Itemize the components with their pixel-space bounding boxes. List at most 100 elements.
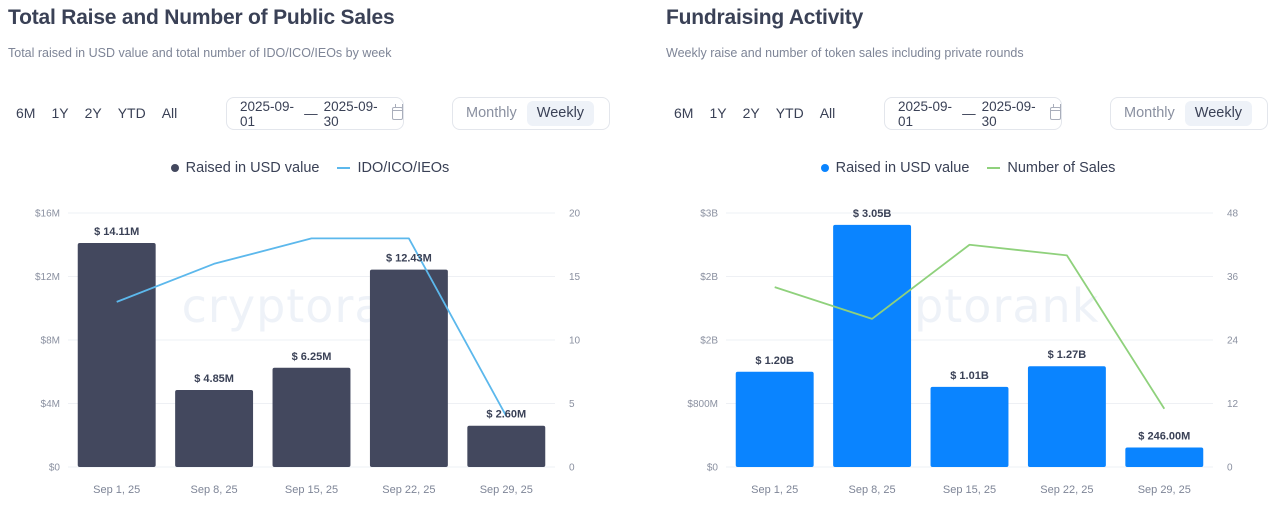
calendar-icon: [1049, 104, 1061, 120]
y-tick-right: 0: [1227, 463, 1233, 474]
date-range-picker[interactable]: 2025-09-01 — 2025-09-30: [226, 97, 404, 130]
range-all[interactable]: All: [819, 105, 836, 121]
x-tick-label: Sep 22, 25: [382, 484, 435, 496]
y-tick-right: 36: [1227, 272, 1239, 283]
bar: [272, 367, 351, 467]
chart-fundraising-activity: cryptorank$0 0$800M 12$2B 24$2B 36$3B 48$ 1.2…: [687, 208, 1239, 496]
date-separator: —: [304, 106, 318, 121]
bar: [175, 390, 254, 467]
legend-label: Raised in USD value: [835, 160, 970, 176]
range-ytd[interactable]: YTD: [775, 105, 804, 121]
panel-subtitle: Total raised in USD value and total numb…: [8, 46, 392, 60]
y-tick-right: 5: [569, 399, 575, 410]
date-to: 2025-09-30: [981, 98, 1036, 129]
y-tick-right: 20: [569, 209, 581, 220]
toggle-weekly[interactable]: Weekly: [526, 101, 595, 126]
y-tick-left: $2B: [700, 272, 718, 283]
legend-line-icon: [337, 167, 351, 169]
bar: [1027, 366, 1106, 467]
range-2y[interactable]: 2Y: [742, 105, 760, 121]
data-label: $ 1.27B: [1048, 349, 1087, 361]
data-label: $ 6.25M: [292, 351, 332, 363]
range-all[interactable]: All: [161, 105, 178, 121]
period-toggle: Monthly Weekly: [452, 97, 610, 130]
y-tick-right: 0: [569, 463, 575, 474]
x-tick-label: Sep 29, 25: [480, 484, 533, 496]
legend-dot-icon: [820, 164, 829, 172]
bar: [735, 371, 814, 467]
x-tick-label: Sep 15, 25: [943, 484, 996, 496]
y-tick-left: $0: [707, 463, 719, 474]
data-label: $ 12.43M: [386, 253, 432, 265]
range-selector: 6M 1Y 2Y YTD All: [666, 104, 843, 122]
bar: [467, 425, 546, 467]
legend-item-sales[interactable]: IDO/ICO/IEOs: [337, 160, 449, 176]
data-label: $ 2.60M: [486, 409, 526, 421]
panel-subtitle: Weekly raise and number of token sales i…: [666, 46, 1024, 60]
data-label: $ 246.00M: [1138, 430, 1190, 442]
data-label: $ 1.01B: [950, 370, 989, 382]
chart-public-sales: cryptorank$0 0$4M 5$8M 10$12M 15$16M 20$ 14.1…: [35, 209, 581, 497]
y-tick-left: $12M: [35, 272, 60, 283]
bar: [369, 269, 448, 467]
y-tick-left: $4M: [41, 399, 60, 410]
toggle-monthly[interactable]: Monthly: [466, 105, 517, 121]
period-toggle: Monthly Weekly: [1110, 97, 1268, 130]
y-tick-left: $3B: [700, 209, 718, 220]
y-tick-right: 10: [569, 336, 581, 347]
legend-item-raised[interactable]: Raised in USD value: [170, 160, 320, 176]
range-1y[interactable]: 1Y: [709, 105, 727, 121]
y-tick-left: $0: [49, 463, 61, 474]
panel-fundraising-activity: Fundraising Activity Weekly raise and nu…: [658, 0, 1271, 506]
toggle-monthly[interactable]: Monthly: [1124, 105, 1175, 121]
bar: [77, 243, 156, 467]
y-tick-right: 15: [569, 272, 581, 283]
toggle-weekly[interactable]: Weekly: [1184, 101, 1253, 126]
x-tick-label: Sep 8, 25: [191, 484, 238, 496]
bar: [930, 386, 1009, 467]
legend-dot-icon: [170, 164, 179, 172]
range-ytd[interactable]: YTD: [117, 105, 146, 121]
range-6m[interactable]: 6M: [674, 105, 694, 121]
date-from: 2025-09-01: [240, 98, 295, 129]
data-label: $ 1.20B: [755, 355, 794, 367]
panel-title: Total Raise and Number of Public Sales: [8, 6, 395, 29]
range-6m[interactable]: 6M: [16, 105, 36, 121]
y-tick-left: $2B: [700, 336, 718, 347]
bar: [833, 224, 912, 467]
range-1y[interactable]: 1Y: [51, 105, 69, 121]
legend-label: Raised in USD value: [185, 160, 320, 176]
chart-legend: Raised in USD value IDO/ICO/IEOs: [0, 160, 620, 176]
x-tick-label: Sep 29, 25: [1138, 484, 1191, 496]
y-tick-right: 48: [1227, 209, 1239, 220]
date-separator: —: [962, 106, 976, 121]
y-tick-left: $16M: [35, 209, 60, 220]
panel-public-sales: Total Raise and Number of Public Sales T…: [0, 0, 620, 506]
chart-legend: Raised in USD value Number of Sales: [658, 160, 1271, 176]
bar: [1125, 447, 1204, 467]
x-tick-label: Sep 15, 25: [285, 484, 338, 496]
legend-item-sales[interactable]: Number of Sales: [987, 160, 1115, 176]
data-label: $ 3.05B: [853, 208, 892, 220]
legend-line-icon: [987, 167, 1001, 169]
y-tick-right: 24: [1227, 336, 1239, 347]
panel-title: Fundraising Activity: [666, 6, 864, 29]
x-tick-label: Sep 22, 25: [1040, 484, 1093, 496]
range-selector: 6M 1Y 2Y YTD All: [8, 104, 185, 122]
legend-label: IDO/ICO/IEOs: [357, 160, 450, 176]
x-tick-label: Sep 1, 25: [751, 484, 798, 496]
y-tick-left: $800M: [687, 399, 718, 410]
data-label: $ 14.11M: [94, 226, 139, 238]
legend-label: Number of Sales: [1007, 160, 1116, 176]
calendar-icon: [391, 104, 403, 120]
date-from: 2025-09-01: [898, 98, 953, 129]
date-to: 2025-09-30: [323, 98, 378, 129]
x-tick-label: Sep 8, 25: [849, 484, 896, 496]
y-tick-left: $8M: [41, 336, 60, 347]
data-label: $ 4.85M: [194, 373, 234, 385]
x-tick-label: Sep 1, 25: [93, 484, 140, 496]
range-2y[interactable]: 2Y: [84, 105, 102, 121]
legend-item-raised[interactable]: Raised in USD value: [820, 160, 970, 176]
y-tick-right: 12: [1227, 399, 1239, 410]
date-range-picker[interactable]: 2025-09-01 — 2025-09-30: [884, 97, 1062, 130]
